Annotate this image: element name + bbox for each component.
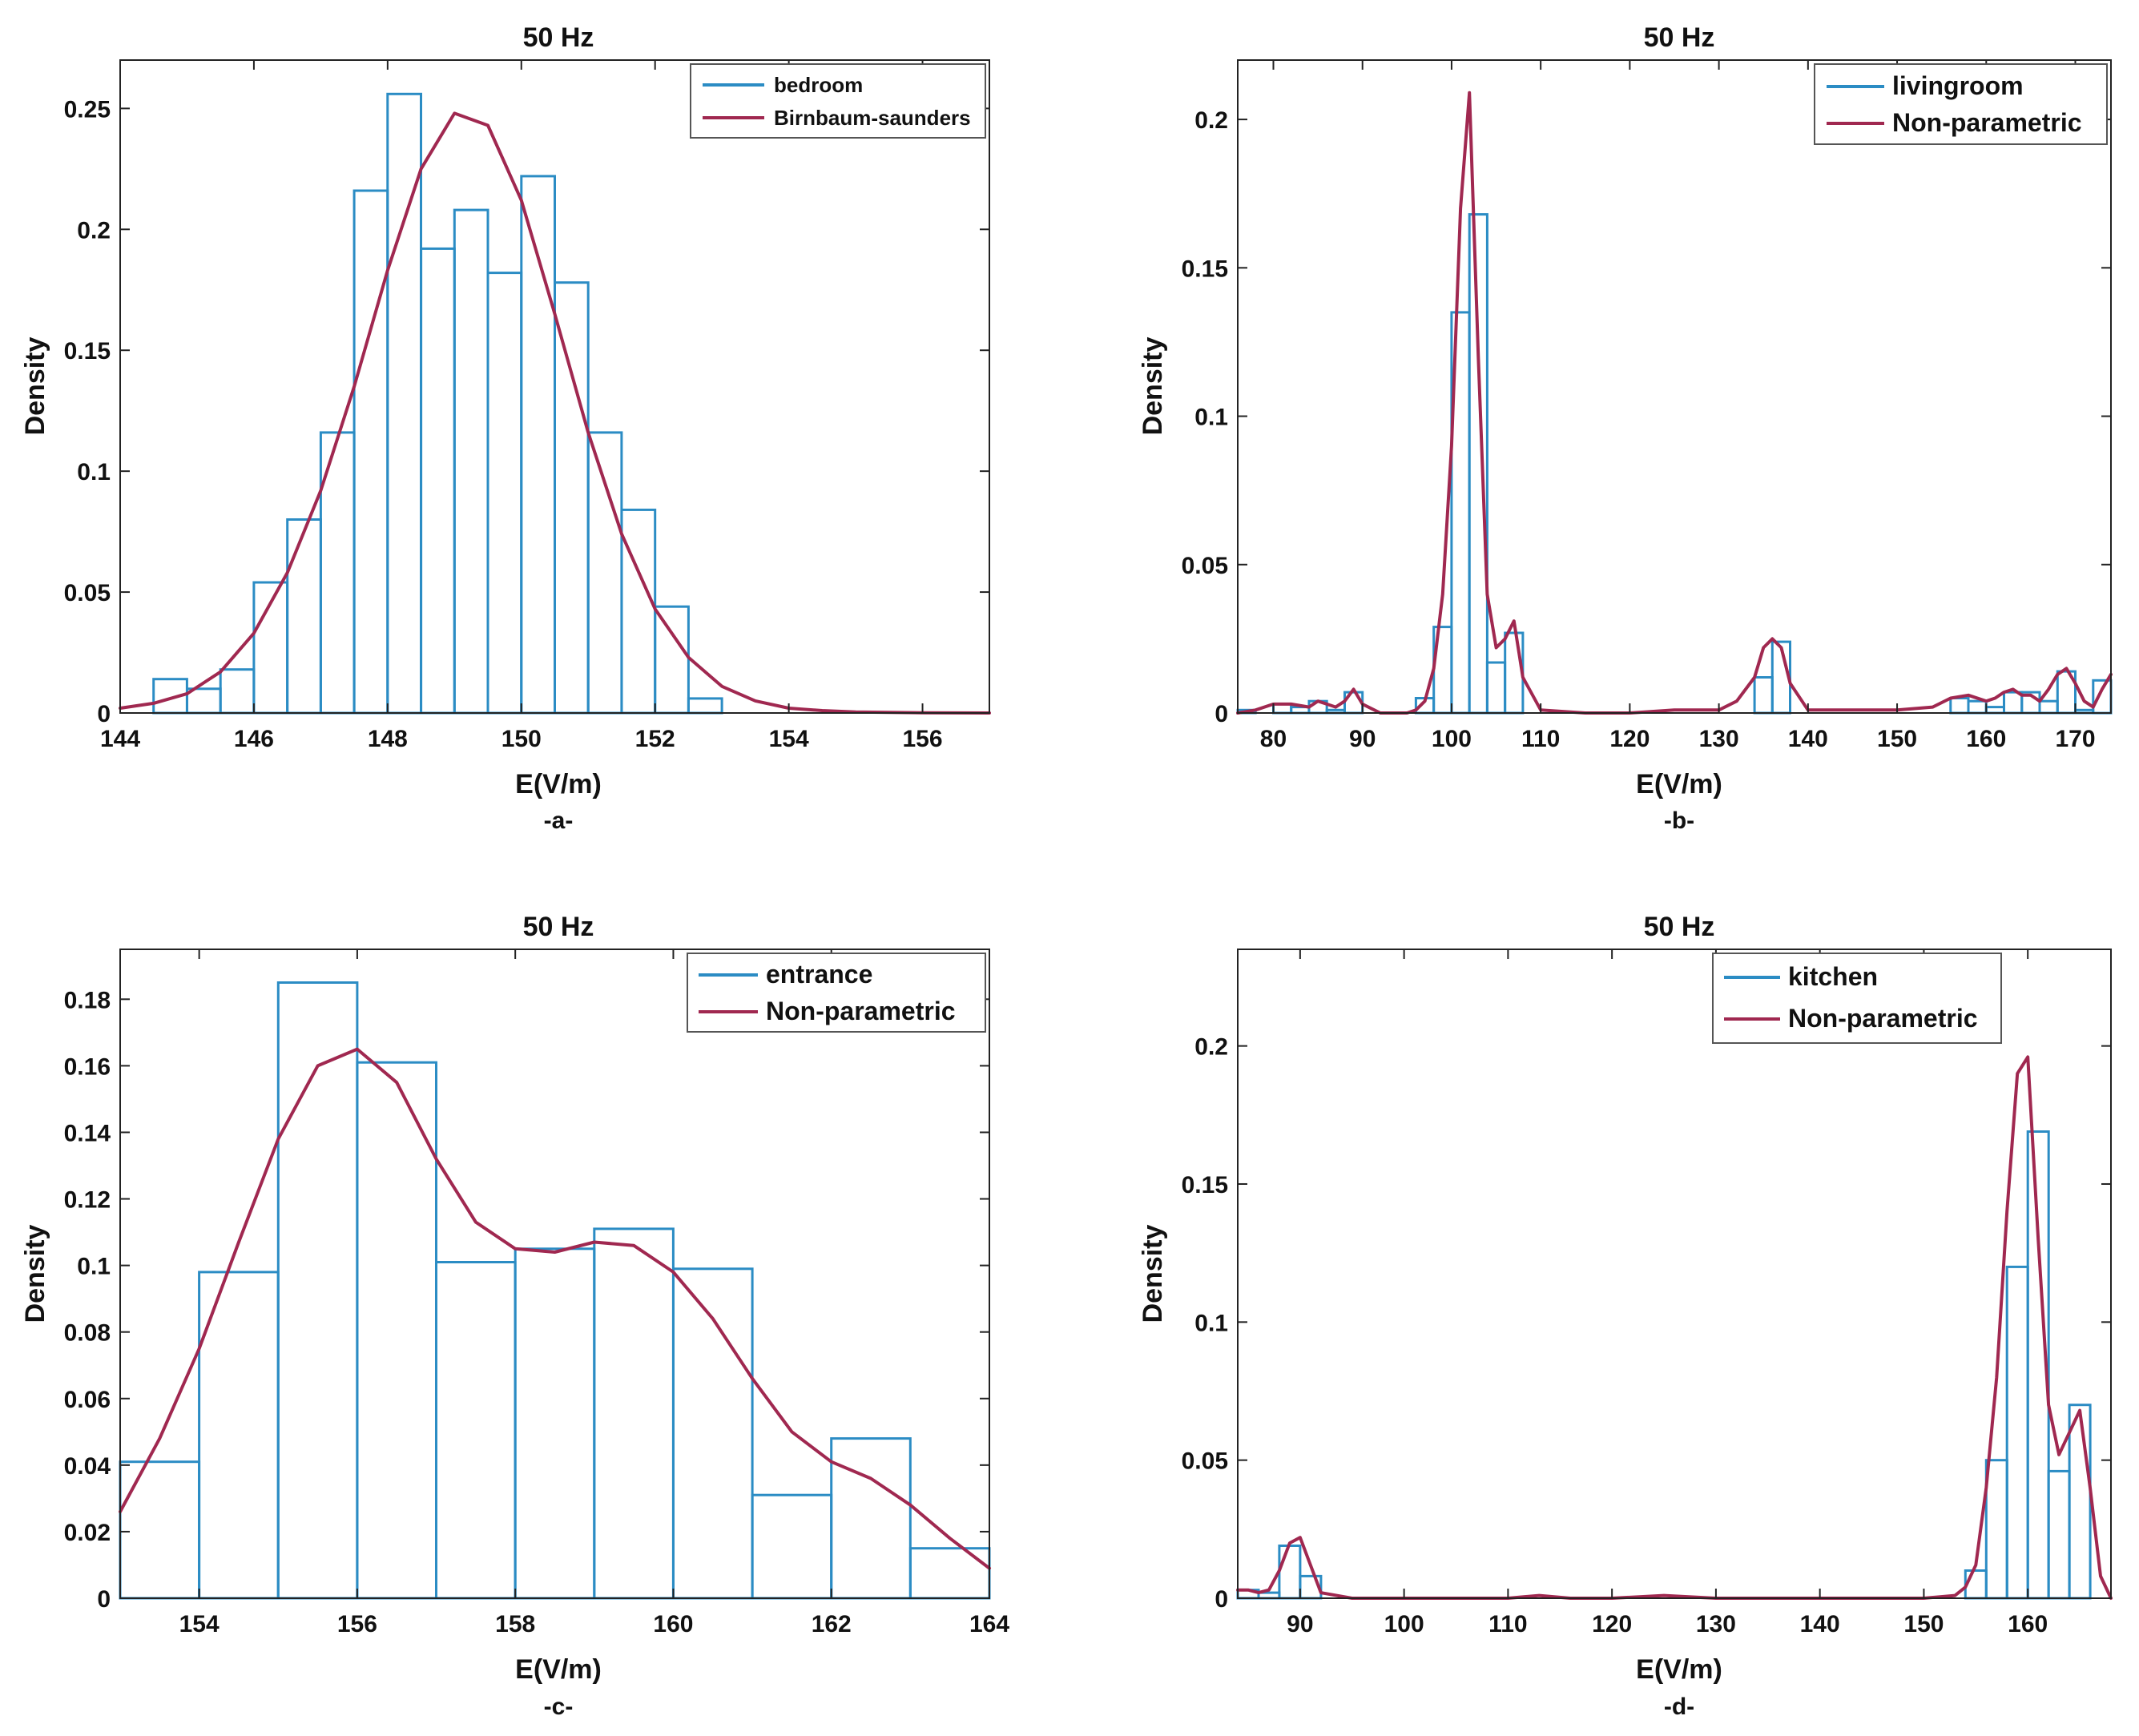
- y-tick-label: 0.05: [1182, 553, 1228, 579]
- axes-frame: [119, 949, 990, 1599]
- y-tick-label: 0.25: [64, 96, 111, 123]
- chart-panel-b: 50 Hz 80 90 100 110 120 130 140 150 160 170 0 0.05 0…: [1138, 22, 2113, 834]
- axes-frame: [1237, 949, 2112, 1599]
- legend: entrance Non-parametric: [687, 953, 986, 1033]
- x-tick-label: 164: [969, 1611, 1009, 1637]
- x-axis-label: E(V/m): [515, 1654, 602, 1685]
- density-fit-curve: [1236, 91, 2113, 715]
- y-tick-label: 0.08: [64, 1320, 111, 1347]
- y-tick-label: 0.04: [64, 1453, 111, 1480]
- chart-panel-d: 50 Hz 90 100 110 120 130 140 150 160 0 0.05 0.1 0.1…: [1138, 912, 2113, 1720]
- legend: bedroom Birnbaum-saunders: [690, 63, 986, 139]
- legend-entry: Non-parametric: [766, 997, 956, 1025]
- y-tick-label: 0.05: [1182, 1448, 1228, 1475]
- y-tick-label: 0.16: [64, 1053, 111, 1080]
- panel-label: -d-: [1664, 1694, 1694, 1720]
- x-tick-label: 150: [502, 726, 542, 752]
- x-tick-label: 120: [1592, 1611, 1632, 1637]
- y-tick-label: 0.15: [64, 338, 111, 365]
- x-tick-label: 100: [1384, 1611, 1424, 1637]
- legend-entry: livingroom: [1892, 71, 2024, 100]
- x-tick-label: 156: [337, 1611, 377, 1637]
- x-tick-label: 130: [1699, 726, 1739, 752]
- x-tick-label: 100: [1432, 726, 1472, 752]
- y-tick-label: 0.14: [64, 1120, 111, 1146]
- x-tick-label: 110: [1521, 726, 1560, 752]
- axes-frame: [119, 59, 990, 714]
- axes-frame: [1237, 59, 2112, 714]
- legend-entry: Birnbaum-saunders: [774, 106, 971, 130]
- y-tick-label: 0.15: [1182, 1172, 1228, 1198]
- legend-entry: kitchen: [1788, 962, 1878, 991]
- chart-title: 50 Hz: [523, 912, 594, 942]
- x-tick-label: 144: [100, 726, 140, 752]
- x-tick-label: 90: [1349, 726, 1376, 752]
- x-tick-label: 80: [1260, 726, 1287, 752]
- x-tick-label: 170: [2055, 726, 2095, 752]
- x-tick-label: 152: [635, 726, 675, 752]
- x-tick-label: 160: [2008, 1611, 2048, 1637]
- x-tick-label: 154: [179, 1611, 220, 1637]
- x-axis-label: E(V/m): [515, 769, 602, 800]
- panel-label: -c-: [544, 1694, 574, 1720]
- x-tick-label: 162: [812, 1611, 852, 1637]
- y-tick-label: 0.05: [64, 580, 111, 606]
- panel-label: -a-: [544, 808, 574, 834]
- x-tick-label: 160: [653, 1611, 693, 1637]
- y-tick-label: 0: [1215, 701, 1228, 727]
- x-tick-label: 158: [495, 1611, 535, 1637]
- legend-entry: Non-parametric: [1788, 1004, 1978, 1033]
- y-tick-label: 0.06: [64, 1387, 111, 1413]
- legend-entry: bedroom: [774, 73, 863, 97]
- y-tick-label: 0.18: [64, 987, 111, 1013]
- density-fit-curve: [119, 1047, 991, 1570]
- y-axis-label: Density: [20, 1225, 50, 1323]
- y-tick-label: 0.2: [1194, 107, 1228, 134]
- y-tick-label: 0.15: [1182, 256, 1228, 282]
- y-tick-label: 0.02: [64, 1520, 111, 1546]
- y-tick-label: 0.1: [1194, 1310, 1228, 1336]
- x-tick-label: 148: [368, 726, 408, 752]
- y-tick-label: 0.1: [1194, 405, 1228, 431]
- y-axis-label: Density: [20, 337, 50, 436]
- x-tick-label: 110: [1488, 1611, 1527, 1637]
- y-tick-label: 0: [1215, 1586, 1228, 1613]
- y-tick-label: 0.2: [1194, 1034, 1228, 1061]
- chart-title: 50 Hz: [523, 22, 594, 53]
- chart-title: 50 Hz: [1644, 912, 1715, 942]
- x-tick-label: 156: [903, 726, 943, 752]
- legend-entry: Non-parametric: [1892, 108, 2082, 137]
- y-axis-label: Density: [1138, 337, 1168, 436]
- x-tick-label: 120: [1609, 726, 1650, 752]
- x-axis-label: E(V/m): [1636, 769, 1722, 800]
- x-axis-label: E(V/m): [1636, 1654, 1722, 1685]
- chart-title: 50 Hz: [1644, 22, 1715, 53]
- y-tick-label: 0: [97, 701, 111, 727]
- chart-panel-c: 50 Hz 154 156 158 160 162 164 0 0.02 0.04 0.06 0.0…: [20, 912, 1009, 1720]
- y-tick-label: 0.12: [64, 1187, 111, 1214]
- x-tick-label: 146: [234, 726, 274, 752]
- chart-panel-a: 50 Hz 144 146 148 150 152 154 156 0 0.05 0.1 0.15 0…: [20, 22, 991, 834]
- x-tick-label: 154: [769, 726, 809, 752]
- y-tick-label: 0.1: [77, 1254, 111, 1280]
- legend-entry: entrance: [766, 960, 872, 989]
- x-tick-label: 160: [1966, 726, 2006, 752]
- x-tick-label: 140: [1800, 1611, 1840, 1637]
- x-tick-label: 150: [1903, 1611, 1944, 1637]
- legend: kitchen Non-parametric: [1712, 953, 2002, 1044]
- y-axis-label: Density: [1138, 1225, 1168, 1323]
- y-tick-label: 0: [97, 1586, 111, 1613]
- x-tick-label: 140: [1788, 726, 1828, 752]
- y-tick-label: 0.2: [77, 217, 111, 244]
- legend: livingroom Non-parametric: [1814, 63, 2108, 145]
- x-tick-label: 150: [1877, 726, 1917, 752]
- panel-label: -b-: [1664, 808, 1694, 834]
- y-tick-label: 0.1: [77, 459, 111, 485]
- x-tick-label: 90: [1287, 1611, 1313, 1637]
- x-tick-label: 130: [1696, 1611, 1736, 1637]
